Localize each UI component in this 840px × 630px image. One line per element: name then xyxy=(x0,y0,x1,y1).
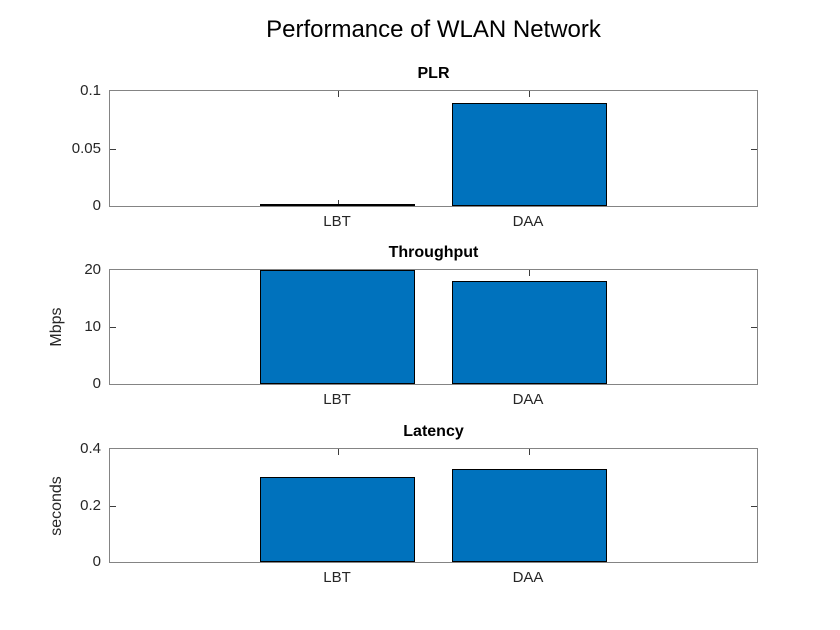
y-tick-label: 20 xyxy=(84,261,101,278)
x-tick-label-lbt: LBT xyxy=(323,569,351,586)
y-tick-mark xyxy=(110,149,116,150)
x-tick-mark xyxy=(338,91,339,97)
y-tick-label: 0 xyxy=(92,553,101,570)
y-tick-label: 10 xyxy=(84,318,101,335)
subplot-title-plr: PLR xyxy=(417,65,450,82)
bar-lbt-latency xyxy=(260,477,415,562)
y-tick-label: 0.05 xyxy=(71,140,101,157)
x-tick-label-daa: DAA xyxy=(512,213,544,230)
x-tick-mark xyxy=(338,449,339,455)
y-tick-mark xyxy=(110,506,116,507)
x-tick-mark xyxy=(529,91,530,97)
figure-title: Performance of WLAN Network xyxy=(266,16,601,43)
x-tick-mark xyxy=(529,270,530,276)
bar-daa-plr xyxy=(452,103,607,206)
plot-area-plr xyxy=(109,90,758,207)
bar-daa-latency xyxy=(452,469,607,562)
y-tick-label: 0.2 xyxy=(80,497,101,514)
bar-daa-throughput xyxy=(452,281,607,384)
subplot-title-throughput: Throughput xyxy=(388,244,479,261)
x-tick-label-lbt: LBT xyxy=(323,391,351,408)
plot-area-latency xyxy=(109,448,758,563)
subplot-title-latency: Latency xyxy=(403,423,464,440)
x-tick-label-daa: DAA xyxy=(512,391,544,408)
y-tick-mark xyxy=(110,327,116,328)
plot-area-throughput xyxy=(109,269,758,385)
y-tick-label: 0 xyxy=(92,375,101,392)
x-tick-mark xyxy=(338,200,339,206)
y-tick-mark xyxy=(751,506,757,507)
y-tick-mark xyxy=(751,149,757,150)
y-tick-label: 0 xyxy=(92,197,101,214)
x-tick-mark xyxy=(529,449,530,455)
y-tick-label: 0.1 xyxy=(80,82,101,99)
x-tick-label-daa: DAA xyxy=(512,569,544,586)
bar-lbt-throughput xyxy=(260,270,415,384)
y-tick-label: 0.4 xyxy=(80,440,101,457)
y-tick-mark xyxy=(751,327,757,328)
x-tick-label-lbt: LBT xyxy=(323,213,351,230)
bar-lbt-plr xyxy=(260,204,415,206)
